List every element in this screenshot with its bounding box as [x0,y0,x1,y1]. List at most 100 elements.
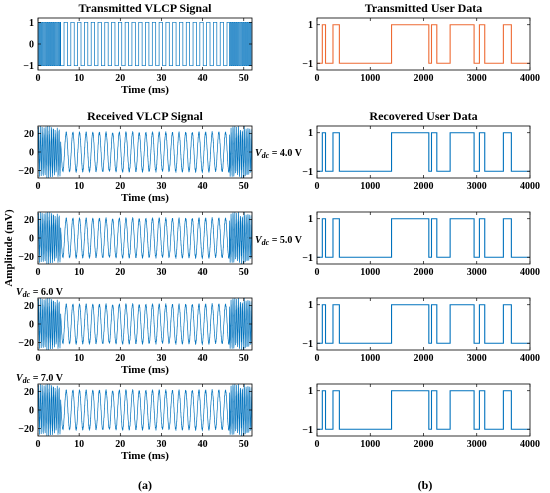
chart-title: Transmitted VLCP Signal [79,1,213,15]
series-line [38,212,252,264]
series-line [38,384,252,436]
axes-box [316,125,531,179]
x-tick-label: 40 [198,267,208,278]
x-tick-label: 4000 [520,73,540,84]
x-tick-label: 1000 [360,73,380,84]
x-tick-label: 0 [315,353,320,364]
y-tick-label: 0 [29,148,34,159]
y-tick-label: 0 [29,234,34,245]
x-tick-label: 1000 [360,267,380,278]
series-line [317,304,530,344]
chart-rx-user-4v: 0 1000 2000 3000 4000 −1 1 Recovered User Data [302,109,540,192]
y-tick-label: 1 [308,214,313,225]
series-line [38,298,252,350]
chart-rx-user-6v: 0 1000 2000 3000 4000 −1 1 [302,297,540,364]
shared-ylabel: Amplitude (mV) [3,209,15,287]
axes-box [316,383,531,437]
x-tick-label: 20 [115,353,125,364]
x-tick-label: 50 [239,181,249,192]
x-tick-label: 4000 [520,267,540,278]
y-tick-label: 0 [29,406,34,417]
x-tick-label: 30 [156,353,166,364]
y-tick-label: −1 [302,253,313,264]
x-tick-label: 0 [36,439,41,450]
series-line [317,132,530,172]
y-tick-label: −20 [18,166,34,177]
x-tick-label: 4000 [520,181,540,192]
x-tick-label: 10 [74,267,84,278]
x-tick-label: 1000 [360,181,380,192]
x-tick-label: 20 [115,181,125,192]
x-tick-label: 10 [74,439,84,450]
x-axis-label: Time (ms) [121,84,169,96]
x-tick-label: 0 [36,181,41,192]
y-tick-label: 0 [29,40,34,51]
axes-box [316,211,531,265]
x-tick-label: 0 [315,439,320,450]
x-tick-label: 0 [315,181,320,192]
y-tick-label: −1 [302,339,313,350]
y-tick-label: 20 [24,215,34,226]
x-tick-label: 0 [36,353,41,364]
y-tick-label: −20 [18,424,34,435]
x-tick-label: 0 [36,267,41,278]
axes-box [316,17,531,71]
x-tick-label: 10 [74,73,84,84]
chart-title: Recovered User Data [369,109,477,123]
x-tick-label: 2000 [414,267,434,278]
y-tick-label: −20 [18,338,34,349]
x-tick-label: 40 [198,439,208,450]
x-tick-label: 0 [315,73,320,84]
vdc-annotation: Vdc = 6.0 V [16,287,64,299]
chart-title: Transmitted User Data [365,1,483,15]
y-tick-label: −20 [18,252,34,263]
x-tick-label: 40 [198,353,208,364]
panel-label-a: (a) [138,478,152,492]
y-tick-label: −1 [302,59,313,70]
x-tick-label: 1000 [360,439,380,450]
x-axis-label: Time (ms) [121,450,169,462]
y-tick-label: 1 [308,20,313,31]
x-tick-label: 40 [198,73,208,84]
x-tick-label: 50 [239,267,249,278]
y-tick-label: −1 [23,61,34,72]
x-tick-label: 2000 [414,181,434,192]
y-tick-label: 20 [24,301,34,312]
x-tick-label: 10 [74,353,84,364]
x-tick-label: 10 [74,181,84,192]
x-tick-label: 30 [156,73,166,84]
panel-label-b: (b) [418,478,433,492]
x-tick-label: 20 [115,439,125,450]
x-axis-label: Time (ms) [121,192,169,204]
y-tick-label: −1 [302,167,313,178]
x-tick-label: 50 [239,73,249,84]
x-tick-label: 30 [156,439,166,450]
x-tick-label: 3000 [467,73,487,84]
series-line [317,218,530,258]
x-tick-label: 2000 [414,73,434,84]
series-line [38,126,252,178]
x-tick-label: 4000 [520,439,540,450]
x-tick-label: 1000 [360,353,380,364]
chart-rx-user-5v: 0 1000 2000 3000 4000 −1 1 [302,211,540,278]
series-line [38,21,252,67]
y-tick-label: 1 [308,300,313,311]
x-tick-label: 50 [239,439,249,450]
x-tick-label: 50 [239,353,249,364]
x-tick-label: 3000 [467,181,487,192]
x-tick-label: 30 [156,267,166,278]
y-tick-label: 0 [29,320,34,331]
chart-title: Received VLCP Signal [87,109,203,123]
y-tick-label: 20 [24,129,34,140]
axes-box [316,297,531,351]
y-tick-label: 1 [29,18,34,29]
vdc-annotation: Vdc = 7.0 V [16,373,64,385]
chart-rx-user-7v: 0 1000 2000 3000 4000 −1 1 [302,383,540,450]
series-line [317,24,530,64]
vdc-annotation: Vdc = 4.0 V [255,148,303,160]
